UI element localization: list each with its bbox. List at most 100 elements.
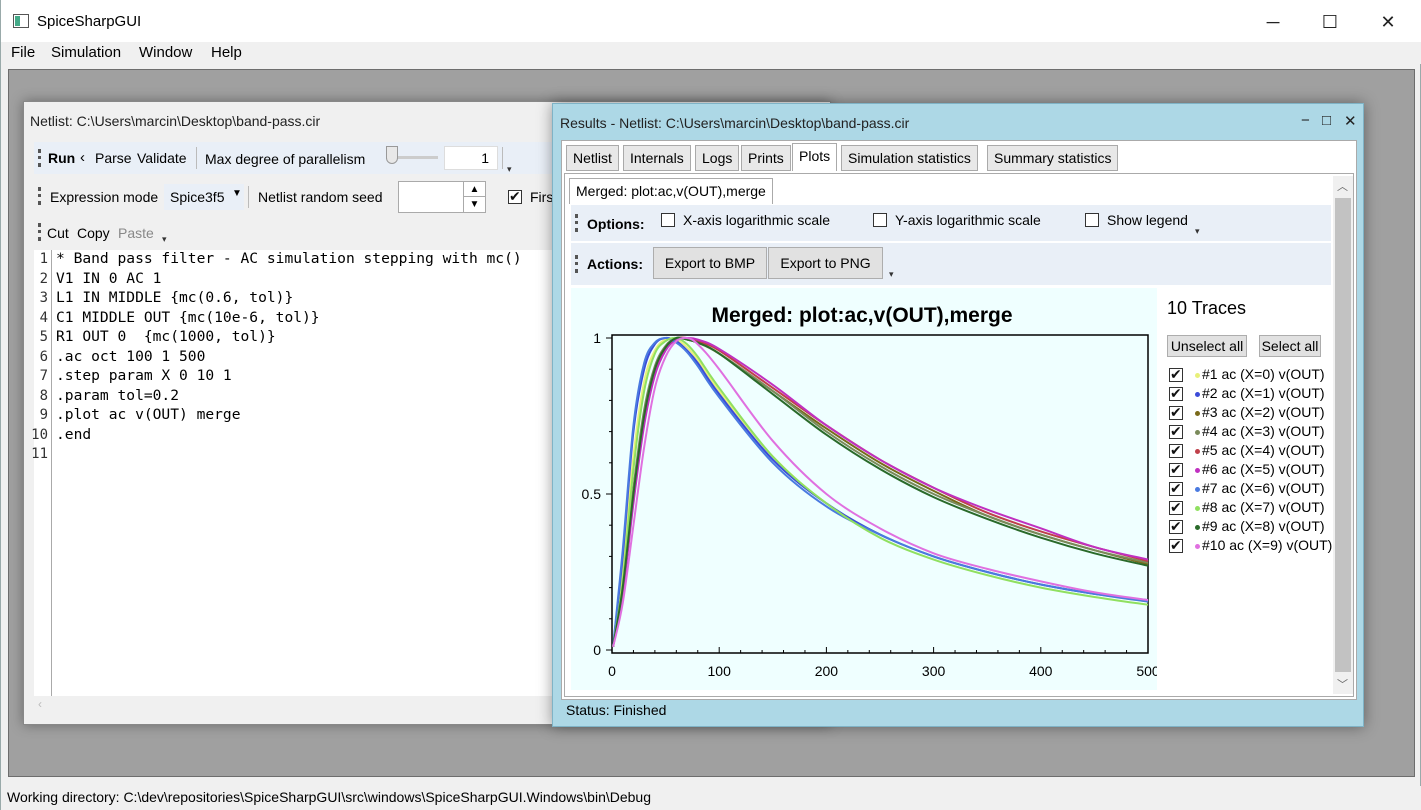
- select-all-button[interactable]: Select all: [1259, 335, 1321, 357]
- trace-checkbox[interactable]: [1169, 385, 1183, 402]
- results-minimize-button[interactable]: −: [1301, 112, 1310, 129]
- first-checkbox[interactable]: [508, 188, 522, 205]
- toolbar-grip[interactable]: [575, 255, 578, 273]
- menu-file[interactable]: File: [11, 44, 36, 61]
- line-chart[interactable]: Merged: plot:ac,v(OUT),merge 0 100 200 300 4…: [571, 288, 1160, 690]
- chevron-up-icon[interactable]: ︿: [1337, 181, 1348, 193]
- parallelism-input[interactable]: 1: [444, 146, 498, 170]
- seed-input[interactable]: ▲ ▼: [398, 181, 486, 213]
- menu-help[interactable]: Help: [211, 44, 242, 61]
- chevron-left-icon[interactable]: ‹: [38, 697, 42, 711]
- code-line[interactable]: .ac oct 100 1 500: [56, 347, 206, 365]
- series-line-6: [612, 336, 1149, 648]
- trace-checkbox[interactable]: [1169, 423, 1183, 440]
- trace-label: #2 ac (X=1) v(OUT): [1202, 385, 1325, 401]
- trace-checkbox[interactable]: [1169, 366, 1183, 383]
- toolbar-overflow-icon[interactable]: ▾: [507, 164, 512, 174]
- trace-color-dot: [1195, 410, 1200, 416]
- export-png-button[interactable]: Export to PNG: [768, 247, 883, 279]
- run-button[interactable]: Run: [48, 150, 76, 166]
- plot-actions-toolbar: Actions: Export to BMP Export to PNG ▾: [571, 243, 1331, 285]
- toolbar-separator: [502, 147, 503, 169]
- run-dropdown-icon[interactable]: ‹: [80, 149, 85, 166]
- parse-button[interactable]: Parse: [95, 150, 132, 166]
- toolbar-overflow-icon[interactable]: ▾: [889, 269, 894, 279]
- tab-summary-statistics[interactable]: Summary statistics: [987, 145, 1119, 171]
- trace-item[interactable]: #9 ac (X=8) v(OUT): [1169, 518, 1325, 537]
- y-log-checkbox[interactable]: [873, 213, 887, 227]
- cut-button[interactable]: Cut: [47, 225, 69, 241]
- trace-item[interactable]: #4 ac (X=3) v(OUT): [1169, 423, 1325, 442]
- trace-item[interactable]: #8 ac (X=7) v(OUT): [1169, 499, 1325, 518]
- x-log-checkbox[interactable]: [661, 213, 675, 227]
- tab-prints[interactable]: Prints: [741, 145, 791, 171]
- show-legend-checkbox[interactable]: [1085, 213, 1099, 227]
- netlist-window-title: Netlist: C:\Users\marcin\Desktop\band-pa…: [30, 113, 321, 129]
- editor-horizontal-scrollbar[interactable]: ‹: [34, 696, 574, 714]
- results-close-button[interactable]: ✕: [1344, 113, 1357, 130]
- trace-item[interactable]: #6 ac (X=5) v(OUT): [1169, 461, 1325, 480]
- trace-checkbox[interactable]: [1169, 480, 1183, 497]
- toolbar-grip[interactable]: [575, 214, 578, 232]
- copy-button[interactable]: Copy: [77, 225, 110, 241]
- trace-item[interactable]: #10 ac (X=9) v(OUT): [1169, 537, 1332, 556]
- plots-vertical-scrollbar[interactable]: ︿ ﹀: [1333, 176, 1353, 694]
- unselect-all-button[interactable]: Unselect all: [1167, 335, 1247, 357]
- trace-checkbox[interactable]: [1169, 499, 1183, 516]
- tab-netlist[interactable]: Netlist: [566, 145, 619, 171]
- line-number: 8: [39, 387, 48, 404]
- trace-item[interactable]: #2 ac (X=1) v(OUT): [1169, 385, 1325, 404]
- tab-logs[interactable]: Logs: [695, 145, 740, 171]
- code-line[interactable]: R1 OUT 0 {mc(1000, tol)}: [56, 328, 276, 345]
- code-line[interactable]: .plot ac v(OUT) merge: [56, 406, 241, 423]
- tab-simulation-statistics[interactable]: Simulation statistics: [841, 145, 978, 171]
- tab-merged-plot[interactable]: Merged: plot:ac,v(OUT),merge: [569, 178, 773, 204]
- toolbar-grip[interactable]: [38, 187, 41, 205]
- parallelism-slider-track[interactable]: [386, 156, 438, 159]
- trace-checkbox[interactable]: [1169, 461, 1183, 478]
- toolbar-overflow-icon[interactable]: ▾: [1195, 226, 1200, 236]
- chevron-down-icon[interactable]: ﹀: [1337, 679, 1348, 691]
- minimize-button[interactable]: ─: [1266, 12, 1280, 32]
- plot-area[interactable]: Merged: plot:ac,v(OUT),merge 0 100 200 300 4…: [571, 288, 1160, 690]
- code-line[interactable]: * Band pass filter - AC simulation stepp…: [56, 250, 522, 267]
- parallelism-value: 1: [481, 150, 489, 166]
- parallelism-slider-thumb[interactable]: [386, 146, 398, 164]
- trace-color-dot: [1195, 372, 1200, 378]
- x-tick-label: 0: [608, 663, 616, 679]
- menu-window[interactable]: Window: [139, 44, 193, 61]
- code-line[interactable]: .end: [56, 425, 92, 443]
- seed-increment-icon[interactable]: ▲: [463, 182, 485, 197]
- code-line[interactable]: C1 MIDDLE OUT {mc(10e-6, tol)}: [56, 308, 320, 326]
- trace-checkbox[interactable]: [1169, 537, 1183, 554]
- export-bmp-button[interactable]: Export to BMP: [653, 247, 767, 279]
- paste-button[interactable]: Paste: [118, 225, 154, 241]
- line-number: 6: [39, 348, 48, 365]
- trace-item[interactable]: #5 ac (X=4) v(OUT): [1169, 442, 1325, 461]
- code-line[interactable]: V1 IN 0 AC 1: [56, 269, 162, 287]
- trace-item[interactable]: #3 ac (X=2) v(OUT): [1169, 404, 1325, 423]
- netlist-editor[interactable]: 1 2 3 4 5 6 7 8 9 10 11 * Band pass filt…: [31, 250, 574, 696]
- trace-checkbox[interactable]: [1169, 442, 1183, 459]
- validate-button[interactable]: Validate: [137, 150, 187, 166]
- results-maximize-button[interactable]: □: [1322, 112, 1332, 129]
- tab-plots[interactable]: Plots: [792, 143, 838, 171]
- close-button[interactable]: ✕: [1380, 12, 1396, 32]
- code-line[interactable]: L1 IN MIDDLE {mc(0.6, tol)}: [56, 289, 294, 306]
- scrollbar-thumb[interactable]: [1335, 198, 1351, 672]
- expression-mode-select[interactable]: Spice3f5 ▼: [164, 184, 244, 210]
- code-line[interactable]: .param tol=0.2: [56, 386, 180, 404]
- trace-checkbox[interactable]: [1169, 518, 1183, 535]
- code-line[interactable]: .step param X 0 10 1: [56, 367, 232, 384]
- trace-item[interactable]: #1 ac (X=0) v(OUT): [1169, 366, 1325, 385]
- trace-checkbox[interactable]: [1169, 404, 1183, 421]
- tab-internals[interactable]: Internals: [623, 145, 691, 171]
- trace-item[interactable]: #7 ac (X=6) v(OUT): [1169, 480, 1325, 499]
- toolbar-overflow-icon[interactable]: ▾: [162, 234, 167, 244]
- toolbar-grip[interactable]: [38, 223, 41, 241]
- maximize-button[interactable]: ☐: [1321, 12, 1339, 32]
- menu-simulation[interactable]: Simulation: [51, 44, 122, 61]
- toolbar-grip[interactable]: [38, 149, 41, 167]
- series-line-5: [612, 336, 1149, 648]
- seed-decrement-icon[interactable]: ▼: [463, 197, 485, 212]
